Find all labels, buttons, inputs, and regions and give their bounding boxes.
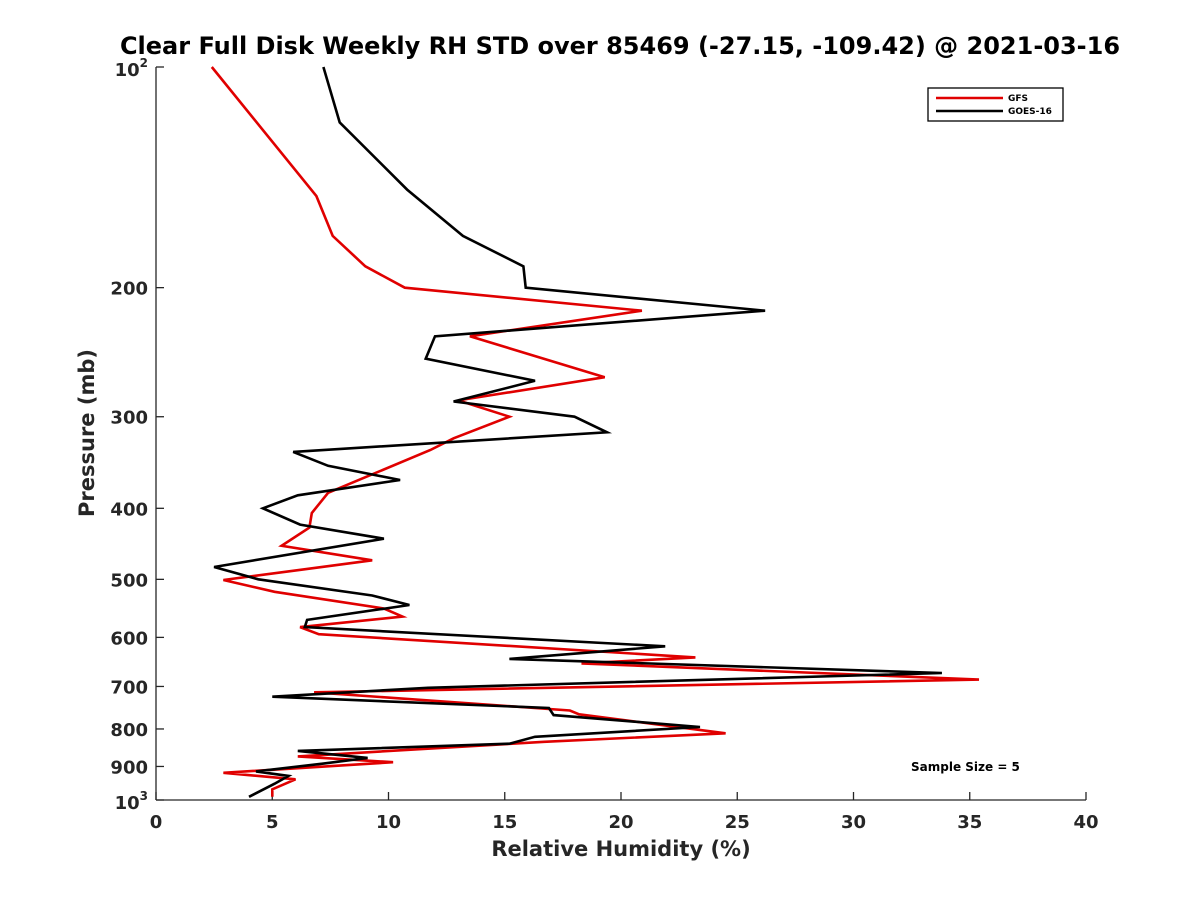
y-tick-label: 400 <box>110 499 148 520</box>
series-line-gfs <box>210 66 980 797</box>
y-tick-base: 10 <box>115 793 140 814</box>
y-tick-label: 600 <box>110 628 148 649</box>
x-tick-label: 40 <box>1073 812 1098 833</box>
chart-title: Clear Full Disk Weekly RH STD over 85469… <box>120 32 1120 60</box>
y-tick-label: 500 <box>110 570 148 591</box>
y-tick-label: 300 <box>110 408 148 429</box>
x-tick-label: 10 <box>376 812 401 833</box>
x-tick-label: 25 <box>725 812 750 833</box>
y-tick-exponent: 3 <box>140 789 148 803</box>
x-tick-label: 15 <box>492 812 517 833</box>
legend-label-goes-16: GOES-16 <box>1008 107 1052 117</box>
y-tick-label: 900 <box>110 757 148 778</box>
legend: GFS GOES-16 <box>927 87 1064 122</box>
axes <box>155 67 1086 801</box>
sample-size-annotation: Sample Size = 5 <box>911 760 1020 774</box>
y-tick-exponent: 2 <box>140 56 148 70</box>
x-tick-label: 20 <box>608 812 633 833</box>
legend-box <box>927 87 1064 122</box>
legend-label-gfs: GFS <box>1008 94 1028 104</box>
x-tick-label: 30 <box>841 812 866 833</box>
y-tick-label: 800 <box>110 720 148 741</box>
x-tick-label: 0 <box>150 812 163 833</box>
series-line-goes-16 <box>213 66 942 798</box>
y-tick-label: 102 <box>115 56 148 81</box>
x-ticks: 0 5 10 15 20 25 30 35 40 <box>150 792 1099 833</box>
y-tick-label: 103 <box>115 789 148 814</box>
x-tick-label: 5 <box>266 812 279 833</box>
y-tick-base: 10 <box>115 60 140 81</box>
y-tick-label: 700 <box>110 677 148 698</box>
x-axis-label: Relative Humidity (%) <box>491 837 750 861</box>
x-tick-label: 35 <box>957 812 982 833</box>
y-tick-label: 200 <box>110 279 148 300</box>
series-group <box>210 66 980 798</box>
y-axis-label: Pressure (mb) <box>75 349 99 517</box>
